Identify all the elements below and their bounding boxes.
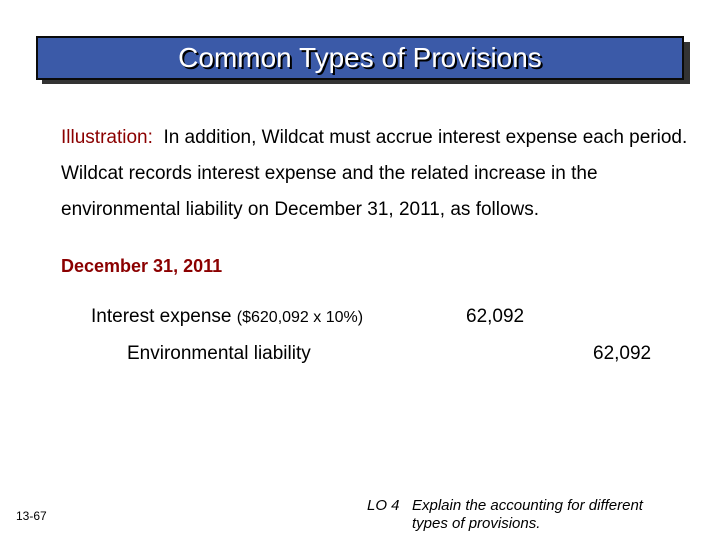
lo-number: LO 4 [367, 497, 400, 514]
slide-title: Common Types of Provisions [178, 42, 542, 73]
debit-calculation-note: ($620,092 x 10%) [236, 309, 364, 326]
entry-date: December 31, 2011 [61, 256, 223, 276]
credit-amount: 62,092 [593, 343, 652, 364]
debit-amount: 62,092 [466, 306, 525, 327]
illustration-lead: Illustration: [61, 127, 153, 148]
debit-account-label: Interest expense [91, 306, 232, 327]
debit-account-row: Interest expense ($620,092 x 10%) [91, 306, 363, 328]
title-banner: Common Types of Provisions [36, 36, 684, 80]
illustration-text: In addition, Wildcat must accrue interes… [61, 127, 688, 220]
learning-objective: LO 4 Explain the accounting for different… [367, 497, 697, 533]
illustration-paragraph: Illustration: In addition, Wildcat must … [61, 120, 701, 228]
lo-text-line1: Explain the accounting for different [412, 497, 643, 514]
lo-text-line2: types of provisions. [412, 515, 541, 532]
page-number: 13-67 [16, 509, 47, 523]
credit-account-label: Environmental liability [127, 343, 311, 364]
